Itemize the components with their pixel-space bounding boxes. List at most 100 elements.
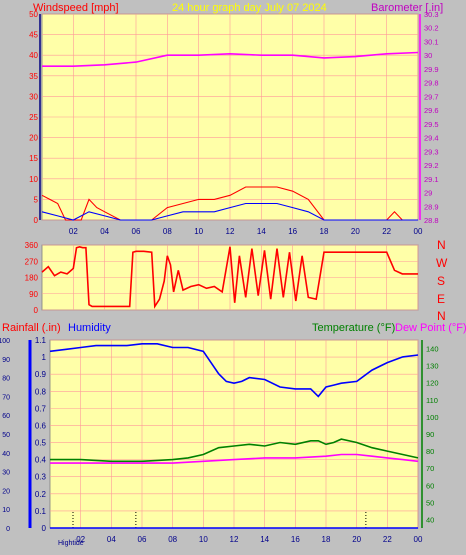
temperature-tick-label: 120 [426,379,439,388]
barometer-tick-label: 30.3 [424,10,439,19]
humidity-tick-label: 90 [2,357,10,364]
time-tick-label: 10 [199,535,208,544]
wind-tick-label: 15 [29,154,38,163]
temperature-tick-label: 80 [426,447,434,456]
time-tick-label: 04 [107,535,116,544]
wind-tick-label: 45 [29,31,38,40]
barometer-tick-label: 29 [424,189,432,198]
time-tick-label: 12 [230,535,239,544]
compass-label-e: E [437,292,445,306]
rain-tick-label: 0.4 [35,456,47,465]
rain-tick-label: 0 [42,524,47,533]
time-tick-label: 08 [163,227,172,236]
rain-tick-label: 0.6 [35,421,47,430]
time-tick-label: 10 [194,227,203,236]
rain-tick-label: 0.1 [35,507,47,516]
humidity-tick-label: 0 [6,526,10,533]
time-tick-label: 22 [383,535,392,544]
humidity-tick-label: 10 [2,507,10,514]
temperature-tick-label: 50 [426,498,434,507]
rain-tick-label: 0.5 [35,439,47,448]
hightide-label: Hightide [58,540,84,547]
wind-axis-label: Windspeed [mph] [33,2,119,14]
direction-tick-label: 0 [34,306,39,315]
humidity-tick-label: 70 [2,394,10,401]
humidity-axis-label: Humidity [68,322,111,334]
barometer-tick-label: 30.2 [424,24,439,33]
wind-tick-label: 10 [29,175,38,184]
wind-tick-label: 50 [29,10,38,19]
series-line [41,202,418,221]
barometer-tick-label: 29.2 [424,161,439,170]
compass-label-n-top: N [437,238,446,252]
temperature-tick-label: 130 [426,362,439,371]
compass-label-n-bottom: N [437,309,446,323]
series-line [50,438,419,463]
wind-tick-label: 0 [34,216,39,225]
barometer-tick-label: 28.8 [424,216,439,225]
humidity-tick-label: 80 [2,376,10,383]
wind-tick-label: 5 [34,195,39,204]
barometer-tick-label: 30.1 [424,37,439,46]
time-tick-label: 00 [414,535,423,544]
rainfall-axis-label: Rainfall (.in) [2,322,61,334]
temperature-tick-label: 70 [426,464,434,473]
time-tick-label: 12 [226,227,235,236]
temperature-tick-label: 110 [426,396,438,405]
direction-tick-label: 180 [25,274,39,283]
time-tick-label: 16 [291,535,300,544]
temperature-axis-label: Temperature (°F) [312,322,395,334]
time-tick-label: 06 [132,227,141,236]
barometer-tick-label: 28.9 [424,202,439,211]
wind-tick-label: 25 [29,113,38,122]
time-tick-label: 08 [168,535,177,544]
time-tick-label: 14 [260,535,269,544]
barometer-tick-label: 29.5 [424,120,439,129]
humidity-tick-label: 100 [0,338,10,345]
direction-tick-label: 270 [25,257,39,266]
humidity-tick-label: 20 [2,488,10,495]
time-tick-label: 06 [138,535,147,544]
humidity-tick-label: 50 [2,432,10,439]
barometer-tick-label: 29.3 [424,147,439,156]
rain-tick-label: 0.9 [35,370,47,379]
time-tick-label: 22 [382,227,391,236]
temperature-tick-label: 40 [426,515,434,524]
direction-tick-label: 90 [29,290,38,299]
wind-tick-label: 40 [29,51,38,60]
compass-label-s: S [437,274,445,288]
temperature-tick-label: 90 [426,430,434,439]
time-tick-label: 00 [414,227,423,236]
barometer-tick-label: 29.9 [424,65,439,74]
barometer-tick-label: 30 [424,51,432,60]
compass-label-w: W [436,256,448,270]
time-tick-label: 20 [351,227,360,236]
rain-tick-label: 0.3 [35,473,47,482]
humidity-tick-label: 60 [2,413,10,420]
time-tick-label: 04 [100,227,109,236]
wind-tick-label: 30 [29,92,38,101]
barometer-tick-label: 29.7 [424,92,439,101]
rain-tick-label: 1 [42,353,47,362]
barometer-tick-label: 29.4 [424,134,439,143]
wind-direction-chart: 0 90 180 270 360 [25,241,419,315]
time-tick-label: 18 [320,227,329,236]
rain-tick-label: 0.7 [35,404,47,413]
dewpoint-axis-label: Dew Point (°F) [395,322,466,334]
humidity-tick-label: 40 [2,451,10,458]
time-tick-label: 02 [76,535,85,544]
direction-line [41,245,418,309]
rain-tick-label: 1.1 [35,336,47,345]
temperature-tick-label: 140 [426,345,439,354]
wind-tick-label: 35 [29,72,38,81]
graph-title: 24 hour graph day July 07 2024 [172,2,327,14]
wind-tick-label: 20 [29,134,38,143]
barometer-tick-label: 29.6 [424,106,439,115]
temperature-humidity-chart: 010203040506070809010000.10.20.30.40.50.… [0,336,439,544]
time-tick-label: 02 [69,227,78,236]
time-tick-label: 18 [322,535,331,544]
rain-tick-label: 0.8 [35,387,47,396]
series-line [49,342,419,398]
series-line [50,453,419,464]
